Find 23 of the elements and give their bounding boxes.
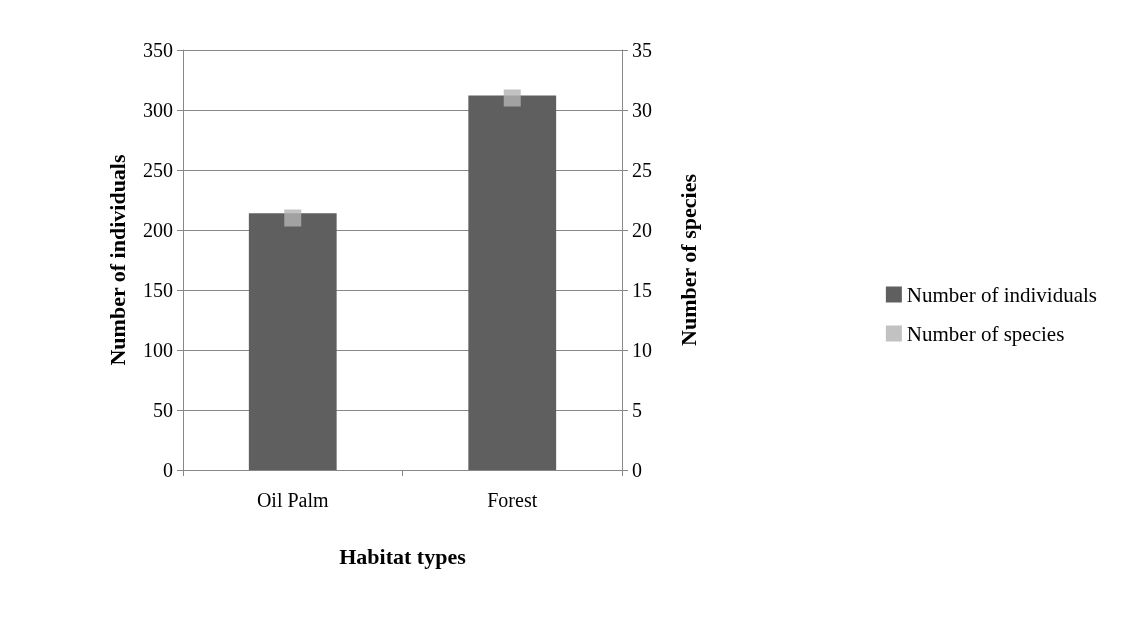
legend-label: Number of individuals [906,282,1097,307]
y-tick-label: 50 [153,399,173,421]
y2-tick-label: 30 [632,99,652,121]
y2-tick-label: 25 [632,159,652,181]
legend-label: Number of species [906,321,1065,346]
y-tick-label: 0 [163,459,173,481]
y2-tick-label: 0 [632,459,642,481]
y-tick-label: 300 [143,99,173,121]
y-tick-label: 350 [143,39,173,61]
y2-tick-label: 10 [632,339,652,361]
x-axis-title: Habitat types [339,543,467,569]
y2-tick-label: 15 [632,279,652,301]
y-tick-label: 150 [143,279,173,301]
y2-tick-label: 20 [632,219,652,241]
x-tick-label: Oil Palm [256,489,330,511]
y-axis-title: Number of individuals [104,154,130,366]
y2-tick-label: 35 [632,39,652,61]
x-tick-label: Forest [487,489,538,511]
y-tick-label: 250 [143,159,173,181]
y2-tick-label: 5 [632,399,642,421]
y-tick-label: 200 [143,219,173,241]
y2-axis-title: Number of species [675,173,701,346]
y-tick-label: 100 [143,339,173,361]
